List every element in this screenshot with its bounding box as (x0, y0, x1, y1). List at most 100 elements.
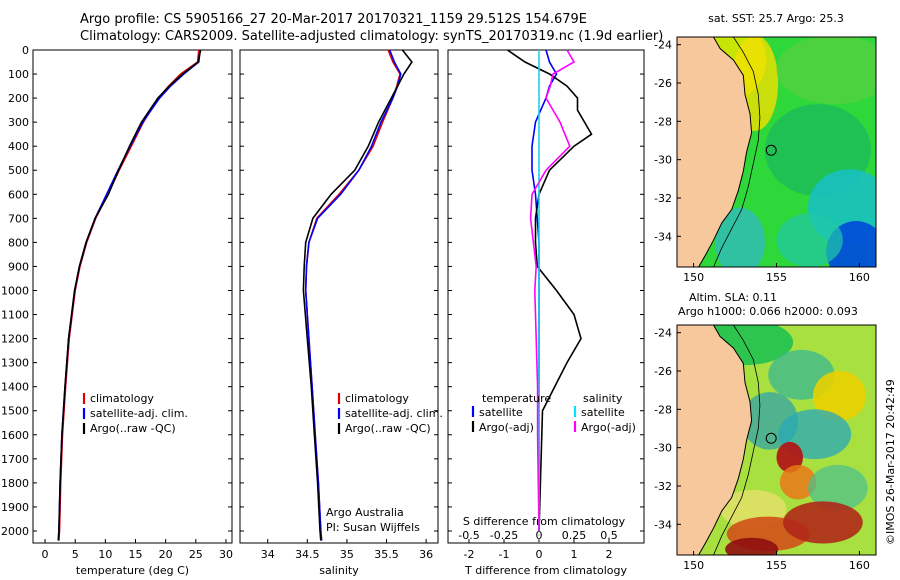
y-tick-label: 700 (8, 212, 29, 225)
series-line-temp-satellite (531, 49, 558, 531)
map-y-tick-label: -28 (654, 403, 672, 416)
y-tick-label: 600 (8, 188, 29, 201)
map-x-tick-label: 160 (849, 271, 870, 284)
salinity-tick-label: 0.5 (600, 529, 618, 542)
y-tick-label: 0 (22, 44, 29, 57)
salinity-axis-label: S difference from climatology (463, 515, 626, 528)
field-patch (715, 207, 765, 267)
legend-header-temperature: temperature (482, 392, 551, 405)
map-y-tick-label: -30 (654, 442, 672, 455)
series-line-sal-argo (529, 49, 576, 532)
x-tick-label: 2 (606, 548, 613, 561)
salinity-tick-label: -0.25 (490, 529, 518, 542)
plot-frame-salinity (239, 49, 439, 544)
x-tick-label: 34.5 (295, 548, 320, 561)
map-x-tick-label: 155 (766, 559, 787, 572)
x-tick-label: -2 (464, 548, 475, 561)
argo-position-marker (765, 432, 777, 444)
legend-label: Argo(..raw -QC) (90, 422, 176, 435)
legend-label: satellite-adj. clim. (345, 407, 443, 420)
x-tick-label: 35.5 (374, 548, 399, 561)
y-tick-label: 1300 (1, 357, 29, 370)
x-tick-label: 20 (159, 548, 173, 561)
series-line-temp-argo (507, 49, 593, 532)
x-tick-label: 36 (419, 548, 433, 561)
y-tick-label: 1500 (1, 405, 29, 418)
y-tick-label: 400 (8, 140, 29, 153)
y-tick-label: 1100 (1, 309, 29, 322)
x-tick-label: 25 (189, 548, 203, 561)
map-x-tick-label: 150 (683, 271, 704, 284)
series-line-temperature-1 (57, 49, 201, 541)
map-x-tick-label: 160 (849, 559, 870, 572)
x-tick-label: 1 (571, 548, 578, 561)
isobath-contour (713, 37, 761, 267)
series-line-salinity-2 (302, 49, 413, 541)
y-tick-label: 1000 (1, 284, 29, 297)
map-sst_map (677, 37, 876, 267)
annotation-line: Argo Australia (326, 506, 404, 519)
legend-label: climatology (90, 392, 154, 405)
x-tick-label: 0 (536, 548, 543, 561)
x-tick-label: 0 (42, 548, 49, 561)
y-tick-label: 800 (8, 236, 29, 249)
x-axis-label: temperature (deg C) (76, 564, 189, 577)
x-tick-label: 15 (129, 548, 143, 561)
map-y-tick-label: -26 (654, 365, 672, 378)
field-patch (783, 501, 863, 544)
y-tick-label: 1200 (1, 333, 29, 346)
map-y-tick-label: -24 (654, 39, 672, 52)
y-tick-label: 200 (8, 92, 29, 105)
field-patch (776, 441, 804, 473)
map-y-tick-label: -34 (654, 518, 672, 531)
panel-temperature: 0100200300400500600700800900100011001200… (1, 44, 233, 577)
header-line-1: Argo profile: CS 5905166_27 20-Mar-2017 … (80, 12, 588, 27)
y-tick-label: 500 (8, 164, 29, 177)
x-tick-label: 30 (219, 548, 233, 561)
y-tick-label: 1700 (1, 453, 29, 466)
field-patch (776, 37, 876, 105)
legend-label: satellite (479, 406, 523, 419)
panel-salinity: 34 34.5 35 35.5 36 salinity (239, 49, 439, 577)
legend-label: climatology (345, 392, 409, 405)
legend-label: Argo(-adj) (479, 421, 534, 434)
series-line-temperature-0 (58, 49, 200, 541)
field-patch (779, 464, 817, 500)
map-y-tick-label: -34 (654, 230, 672, 243)
map-y-tick-label: -26 (654, 77, 672, 90)
x-axis-label: salinity (319, 564, 359, 577)
annotation-line: PI: Susan Wijffels (326, 521, 420, 534)
field-patch (776, 213, 843, 267)
map-y-tick-label: -24 (654, 327, 672, 340)
y-tick-label: 900 (8, 260, 29, 273)
map-y-tick-label: -30 (654, 154, 672, 167)
sst-map-title: sat. SST: 25.7 Argo: 25.3 (708, 12, 844, 25)
y-tick-label: 1600 (1, 429, 29, 442)
isobath-contour (713, 325, 761, 555)
x-axis-label: T difference from climatology (464, 564, 627, 577)
x-tick-label: 35 (340, 548, 354, 561)
field-patch (808, 464, 868, 511)
land-australia (677, 37, 753, 267)
x-tick-label: 10 (98, 548, 112, 561)
map-x-tick-label: 155 (766, 271, 787, 284)
salinity-tick-label: 0.25 (562, 529, 587, 542)
header-line-2: Climatology: CARS2009. Satellite-adjuste… (80, 29, 664, 44)
map-x-tick-label: 150 (683, 559, 704, 572)
plot-frame-temperature (32, 49, 233, 544)
argo-position-marker (765, 144, 777, 156)
panel-difference: -2 -1 0 1 2 T difference from climatology (447, 49, 645, 577)
legend-label: satellite-adj. clim. (90, 407, 188, 420)
imos-credit: ©IMOS 26-Mar-2017 20:42:49 (884, 379, 897, 545)
y-tick-label: 100 (8, 68, 29, 81)
map-y-tick-label: -28 (654, 115, 672, 128)
map-y-tick-label: -32 (654, 480, 672, 493)
field-patch (812, 371, 867, 421)
map-y-tick-label: -32 (654, 192, 672, 205)
salinity-tick-label: -0.5 (458, 529, 479, 542)
y-tick-label: 1800 (1, 477, 29, 490)
x-tick-label: 5 (72, 548, 79, 561)
y-tick-label: 1400 (1, 381, 29, 394)
x-tick-label: 34 (261, 548, 275, 561)
